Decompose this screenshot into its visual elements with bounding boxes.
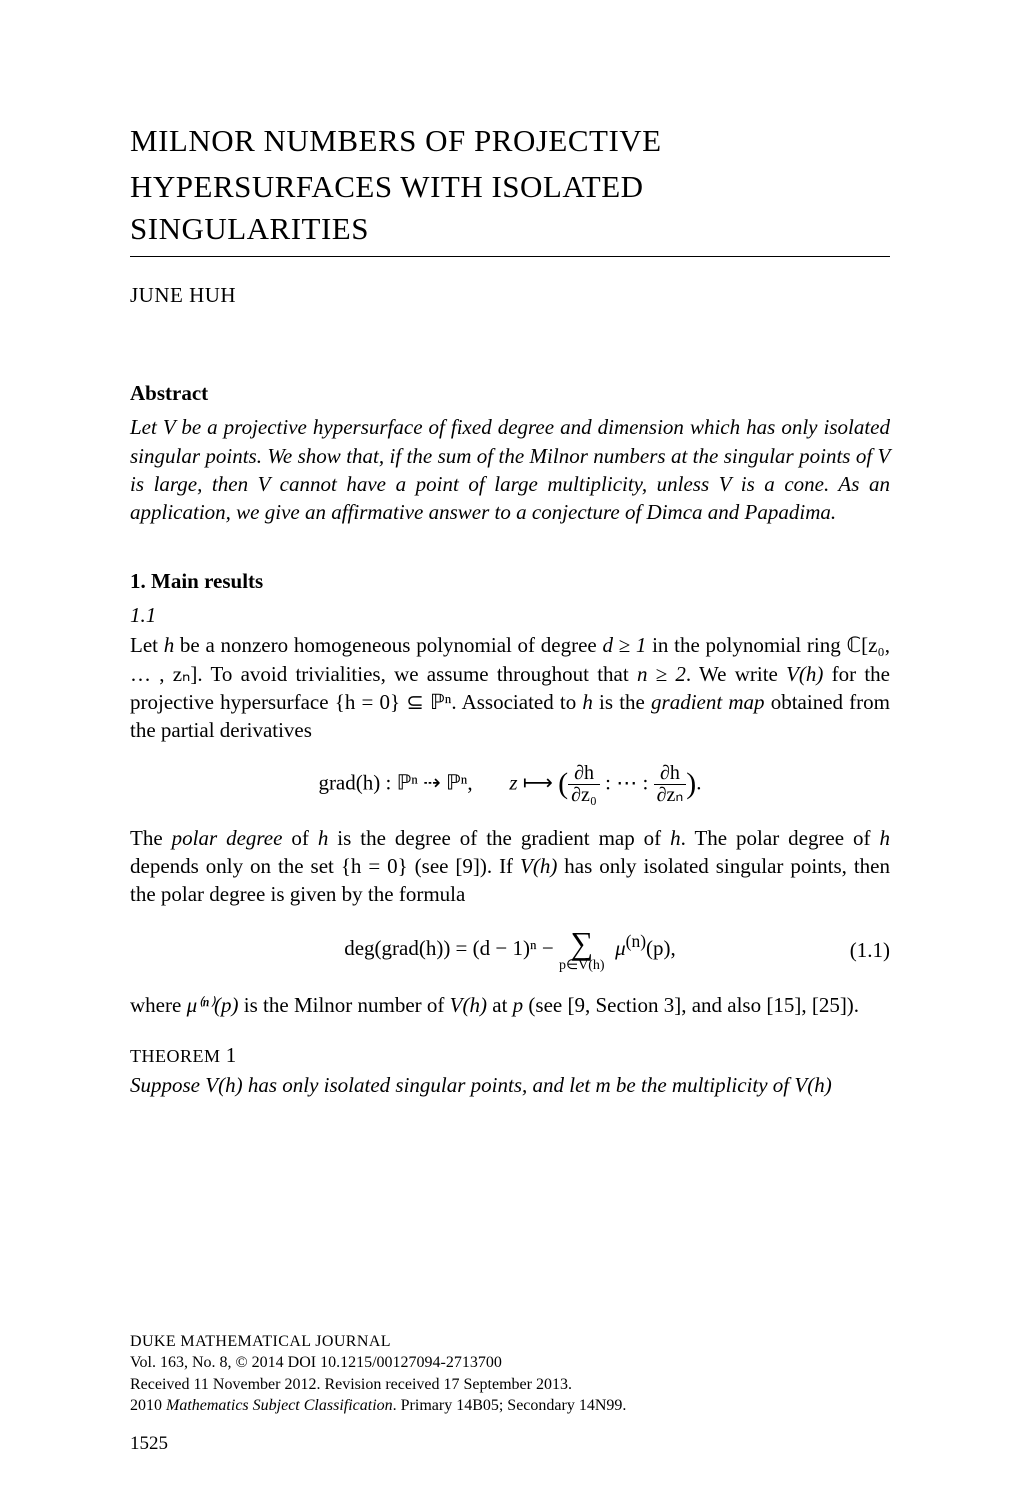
abstract-text: is large, then xyxy=(130,472,258,496)
section1-para1: Let h be a nonzero homogeneous polynomia… xyxy=(130,631,890,744)
abstract-text: cannot have a point of large multiplicit… xyxy=(270,472,719,496)
text: Suppose xyxy=(130,1073,205,1097)
journal-name: DUKE MATHEMATICAL JOURNAL xyxy=(130,1331,890,1353)
math-var: m xyxy=(596,1073,611,1097)
text: is the degree of the gradient map of xyxy=(328,826,670,850)
page-number: 1525 xyxy=(130,1431,168,1457)
equation-number: (1.1) xyxy=(850,936,890,964)
volume-info: Vol. 163, No. 8, © 2014 DOI 10.1215/0012… xyxy=(130,1352,890,1374)
text: is the xyxy=(593,690,651,714)
math-expr: {h = 0} ⊆ ℙⁿ xyxy=(335,690,452,714)
frac-den: ∂z₀ xyxy=(568,785,600,806)
text: where xyxy=(130,993,187,1017)
math-var: h xyxy=(164,633,175,657)
theorem-heading: THEOREM 1 xyxy=(130,1041,890,1069)
term: gradient map xyxy=(651,690,765,714)
math-expr: V(h) xyxy=(794,1073,831,1097)
fraction: ∂h∂zₙ xyxy=(654,763,687,806)
abstract-var-v2: V xyxy=(878,444,890,468)
abstract-var-v1: V xyxy=(163,415,175,439)
text: . Associated to xyxy=(451,690,582,714)
abstract-heading: Abstract xyxy=(130,379,890,407)
math-expr: {h = 0} xyxy=(341,854,408,878)
math-var: h xyxy=(318,826,329,850)
sum-sub: p∈V(h) xyxy=(559,959,605,973)
frac-num: ∂h xyxy=(654,763,687,785)
paper-title-line1: MILNOR NUMBERS OF PROJECTIVE xyxy=(130,120,890,162)
theorem-body: Suppose V(h) has only isolated singular … xyxy=(130,1071,890,1099)
text: depends only on the set xyxy=(130,854,341,878)
abstract-body: Let V be a projective hypersurface of fi… xyxy=(130,413,890,526)
display-eq-deg: deg(grad(h)) = (d − 1)ⁿ − ∑p∈V(h) μ(n)(p… xyxy=(130,927,890,973)
section-heading: 1. Main results xyxy=(130,567,890,595)
mu: μ xyxy=(615,936,626,960)
eq-lhs: deg(grad(h)) = (d − 1)ⁿ − xyxy=(344,936,559,960)
author: JUNE HUH xyxy=(130,281,890,309)
abstract-text: Let xyxy=(130,415,163,439)
subsection-number: 1.1 xyxy=(130,601,890,629)
abstract-var-v4: V xyxy=(719,472,731,496)
text: has only isolated singular points, and l… xyxy=(243,1073,596,1097)
text: . To avoid trivialities, we assume throu… xyxy=(197,662,637,686)
math-expr: V(h) xyxy=(786,662,823,686)
math-expr: V(h) xyxy=(520,854,557,878)
page-footer: DUKE MATHEMATICAL JOURNAL Vol. 163, No. … xyxy=(130,1331,890,1417)
math-var: h xyxy=(880,826,891,850)
text: The xyxy=(130,826,172,850)
text: at xyxy=(487,993,513,1017)
text: . We write xyxy=(686,662,786,686)
lparen-icon: ( xyxy=(558,769,568,799)
text: is the Milnor number of xyxy=(239,993,450,1017)
rparen-icon: ) xyxy=(686,769,696,799)
math-expr: V(h) xyxy=(450,993,487,1017)
eq-z: z xyxy=(509,770,517,794)
math-var: h xyxy=(670,826,681,850)
sigma-icon: ∑ xyxy=(570,925,593,961)
theorem-label: THEOREM xyxy=(130,1046,221,1066)
display-eq-grad: grad(h) : ℙⁿ ⇢ ℙⁿ, z ⟼ (∂h∂z₀ : ⋯ : ∂h∂z… xyxy=(130,763,890,806)
msc-year: 2010 xyxy=(130,1397,166,1414)
text: of xyxy=(282,826,317,850)
paper-title-line2: HYPERSURFACES WITH ISOLATED SINGULARITIE… xyxy=(130,166,890,250)
summation: ∑p∈V(h) xyxy=(559,927,605,973)
math-var: p xyxy=(513,993,524,1017)
text: (see [9]). If xyxy=(408,854,520,878)
eq-lhs: grad(h) : ℙⁿ ⇢ ℙⁿ, xyxy=(318,770,472,794)
frac-den: ∂zₙ xyxy=(654,785,687,806)
text: be the multiplicity of xyxy=(611,1073,795,1097)
msc-rest: . Primary 14B05; Secondary 14N99. xyxy=(393,1397,627,1414)
text: . The polar degree of xyxy=(681,826,880,850)
theorem-number: 1 xyxy=(226,1043,237,1067)
eq-period: . xyxy=(696,770,701,794)
text: (see [9, Section 3], and also [15], [25]… xyxy=(523,993,859,1017)
eq-dots: : ⋯ : xyxy=(600,770,654,794)
fraction: ∂h∂z₀ xyxy=(568,763,600,806)
math-expr: n ≥ 2 xyxy=(637,662,686,686)
text: Let xyxy=(130,633,164,657)
eq-mapsto: ⟼ xyxy=(518,770,559,794)
msc-italic: Mathematics Subject Classification xyxy=(166,1397,393,1414)
mu-sup: (n) xyxy=(626,931,646,951)
frac-num: ∂h xyxy=(568,763,600,785)
math-expr: d ≥ 1 xyxy=(602,633,646,657)
math-expr: V(h) xyxy=(205,1073,242,1097)
math-var: h xyxy=(582,690,593,714)
title-rule xyxy=(130,256,890,257)
mu-arg: (p), xyxy=(646,936,676,960)
text: be a nonzero homogeneous polynomial of d… xyxy=(174,633,602,657)
section1-para3: where μ⁽ⁿ⁾(p) is the Milnor number of V(… xyxy=(130,991,890,1019)
term: polar degree xyxy=(172,826,283,850)
msc-info: 2010 Mathematics Subject Classification.… xyxy=(130,1395,890,1417)
math-expr: μ⁽ⁿ⁾(p) xyxy=(187,993,239,1017)
abstract-var-v3: V xyxy=(258,472,270,496)
received-info: Received 11 November 2012. Revision rece… xyxy=(130,1374,890,1396)
section1-para2: The polar degree of h is the degree of t… xyxy=(130,824,890,909)
abstract-text: be a projective hypersurface of fixed de… xyxy=(130,415,890,467)
text: in the polynomial ring xyxy=(646,633,846,657)
